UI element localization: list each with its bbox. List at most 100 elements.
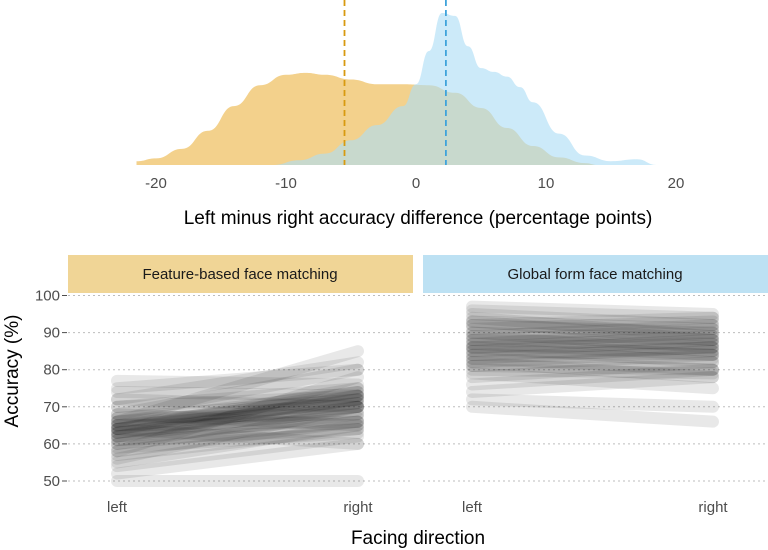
global-participant-line xyxy=(466,311,719,332)
density-x-tick-label: -20 xyxy=(145,175,167,192)
feature-participant-line xyxy=(111,374,364,391)
feature-participant-line xyxy=(111,400,364,465)
x-axis-category-labels: left right left right xyxy=(107,499,728,516)
feature-participant-line xyxy=(111,382,364,413)
x-category-label: right xyxy=(698,499,728,516)
feature-participant-line xyxy=(111,363,364,421)
global-participant-line xyxy=(466,330,719,354)
feature-participant-line xyxy=(111,423,364,447)
global-participant-line xyxy=(466,348,719,365)
feature-participant-line xyxy=(111,404,364,439)
density-x-tick-label: -10 xyxy=(275,175,297,192)
global-strip-label: Global form face matching xyxy=(507,266,682,283)
feature-participant-line xyxy=(111,389,364,413)
global-participant-line xyxy=(466,315,719,335)
global-participant-line xyxy=(466,356,719,384)
global-participant-line xyxy=(466,326,719,350)
x-category-label: right xyxy=(343,499,373,516)
feature-participant-line xyxy=(111,393,364,439)
feature-participant-line xyxy=(111,400,364,443)
global-participant-line xyxy=(466,341,719,369)
global-participant-line xyxy=(466,348,719,372)
y-tick-label: 70 xyxy=(43,399,60,416)
global-participant-line xyxy=(466,341,719,365)
feature-participant-line xyxy=(111,397,364,428)
feature-participant-line xyxy=(111,345,364,428)
feature-participant-line xyxy=(111,415,364,458)
density-x-tick-label: 20 xyxy=(668,175,685,192)
feature-participant-line xyxy=(111,382,364,436)
global-participant-line xyxy=(466,400,719,428)
y-tick-label: 50 xyxy=(43,473,60,490)
density-x-tick-label: 10 xyxy=(538,175,555,192)
feature-participant-line xyxy=(111,385,364,402)
global-participant-line xyxy=(466,345,719,361)
global-participant-line xyxy=(466,367,719,395)
feature-participant-line xyxy=(111,415,364,450)
global-participant-line xyxy=(466,319,719,343)
y-tick-label: 60 xyxy=(43,436,60,453)
global-participant-line xyxy=(466,363,719,391)
feature-participant-line xyxy=(111,408,364,424)
feature-participant-line xyxy=(111,389,364,432)
global-participant-line xyxy=(466,300,719,321)
y-tick-label: 90 xyxy=(43,325,60,342)
x-axis-title: Facing direction xyxy=(351,528,485,549)
feature-participant-line xyxy=(111,423,364,462)
feature-strip-label: Feature-based face matching xyxy=(142,266,337,283)
feature-participant-line xyxy=(111,408,364,432)
density-x-axis-title: Left minus right accuracy difference (pe… xyxy=(184,208,653,229)
feature-strip xyxy=(68,255,413,293)
feature-participant-line xyxy=(111,397,364,439)
x-category-label: left xyxy=(462,499,483,516)
y-tick-label: 80 xyxy=(43,362,60,379)
global-density-area xyxy=(273,13,657,165)
feature-participant-line xyxy=(111,423,364,450)
feature-participant-line xyxy=(111,426,364,454)
global-participant-line xyxy=(466,334,719,358)
feature-participant-line xyxy=(111,415,364,432)
feature-participant-line xyxy=(111,393,364,436)
global-participant-line xyxy=(466,326,719,347)
global-participant-line xyxy=(466,334,719,350)
global-participant-line xyxy=(466,322,719,347)
feature-participant-line xyxy=(111,411,364,443)
slope-lines xyxy=(111,300,719,487)
global-participant-line xyxy=(466,315,719,347)
density-plot xyxy=(136,0,657,165)
global-participant-line xyxy=(466,308,719,332)
global-participant-line xyxy=(466,337,719,361)
feature-participant-line xyxy=(111,363,364,395)
density-x-tick-label: 0 xyxy=(412,175,420,192)
feature-participant-line xyxy=(111,389,364,443)
feature-participant-line xyxy=(111,400,364,432)
global-participant-line xyxy=(466,337,719,354)
feature-participant-line xyxy=(111,419,364,469)
global-participant-line xyxy=(466,359,719,376)
global-participant-line xyxy=(466,341,719,361)
global-participant-line xyxy=(466,356,719,384)
y-axis-ticks: 50 60 70 80 90 100 xyxy=(35,288,67,490)
density-x-ticks: -20 -10 0 10 20 xyxy=(145,175,684,192)
feature-participant-line xyxy=(111,430,364,473)
y-tick-label: 100 xyxy=(35,288,60,305)
global-strip xyxy=(423,255,768,293)
feature-participant-line xyxy=(111,356,364,406)
global-participant-line xyxy=(466,304,719,324)
global-participant-line xyxy=(466,326,719,354)
global-participant-line xyxy=(466,371,719,398)
global-participant-line xyxy=(466,363,719,380)
feature-participant-line xyxy=(111,408,364,447)
global-participant-line xyxy=(466,393,719,413)
global-participant-line xyxy=(466,330,719,358)
global-participant-line xyxy=(466,319,719,339)
global-participant-line xyxy=(466,345,719,369)
feature-participant-line xyxy=(111,400,364,450)
global-participant-line xyxy=(466,315,719,335)
global-participant-line xyxy=(466,311,719,343)
feature-participant-line xyxy=(111,393,364,413)
feature-participant-line xyxy=(111,371,364,458)
feature-participant-line xyxy=(111,393,364,424)
feature-participant-line xyxy=(111,385,364,436)
